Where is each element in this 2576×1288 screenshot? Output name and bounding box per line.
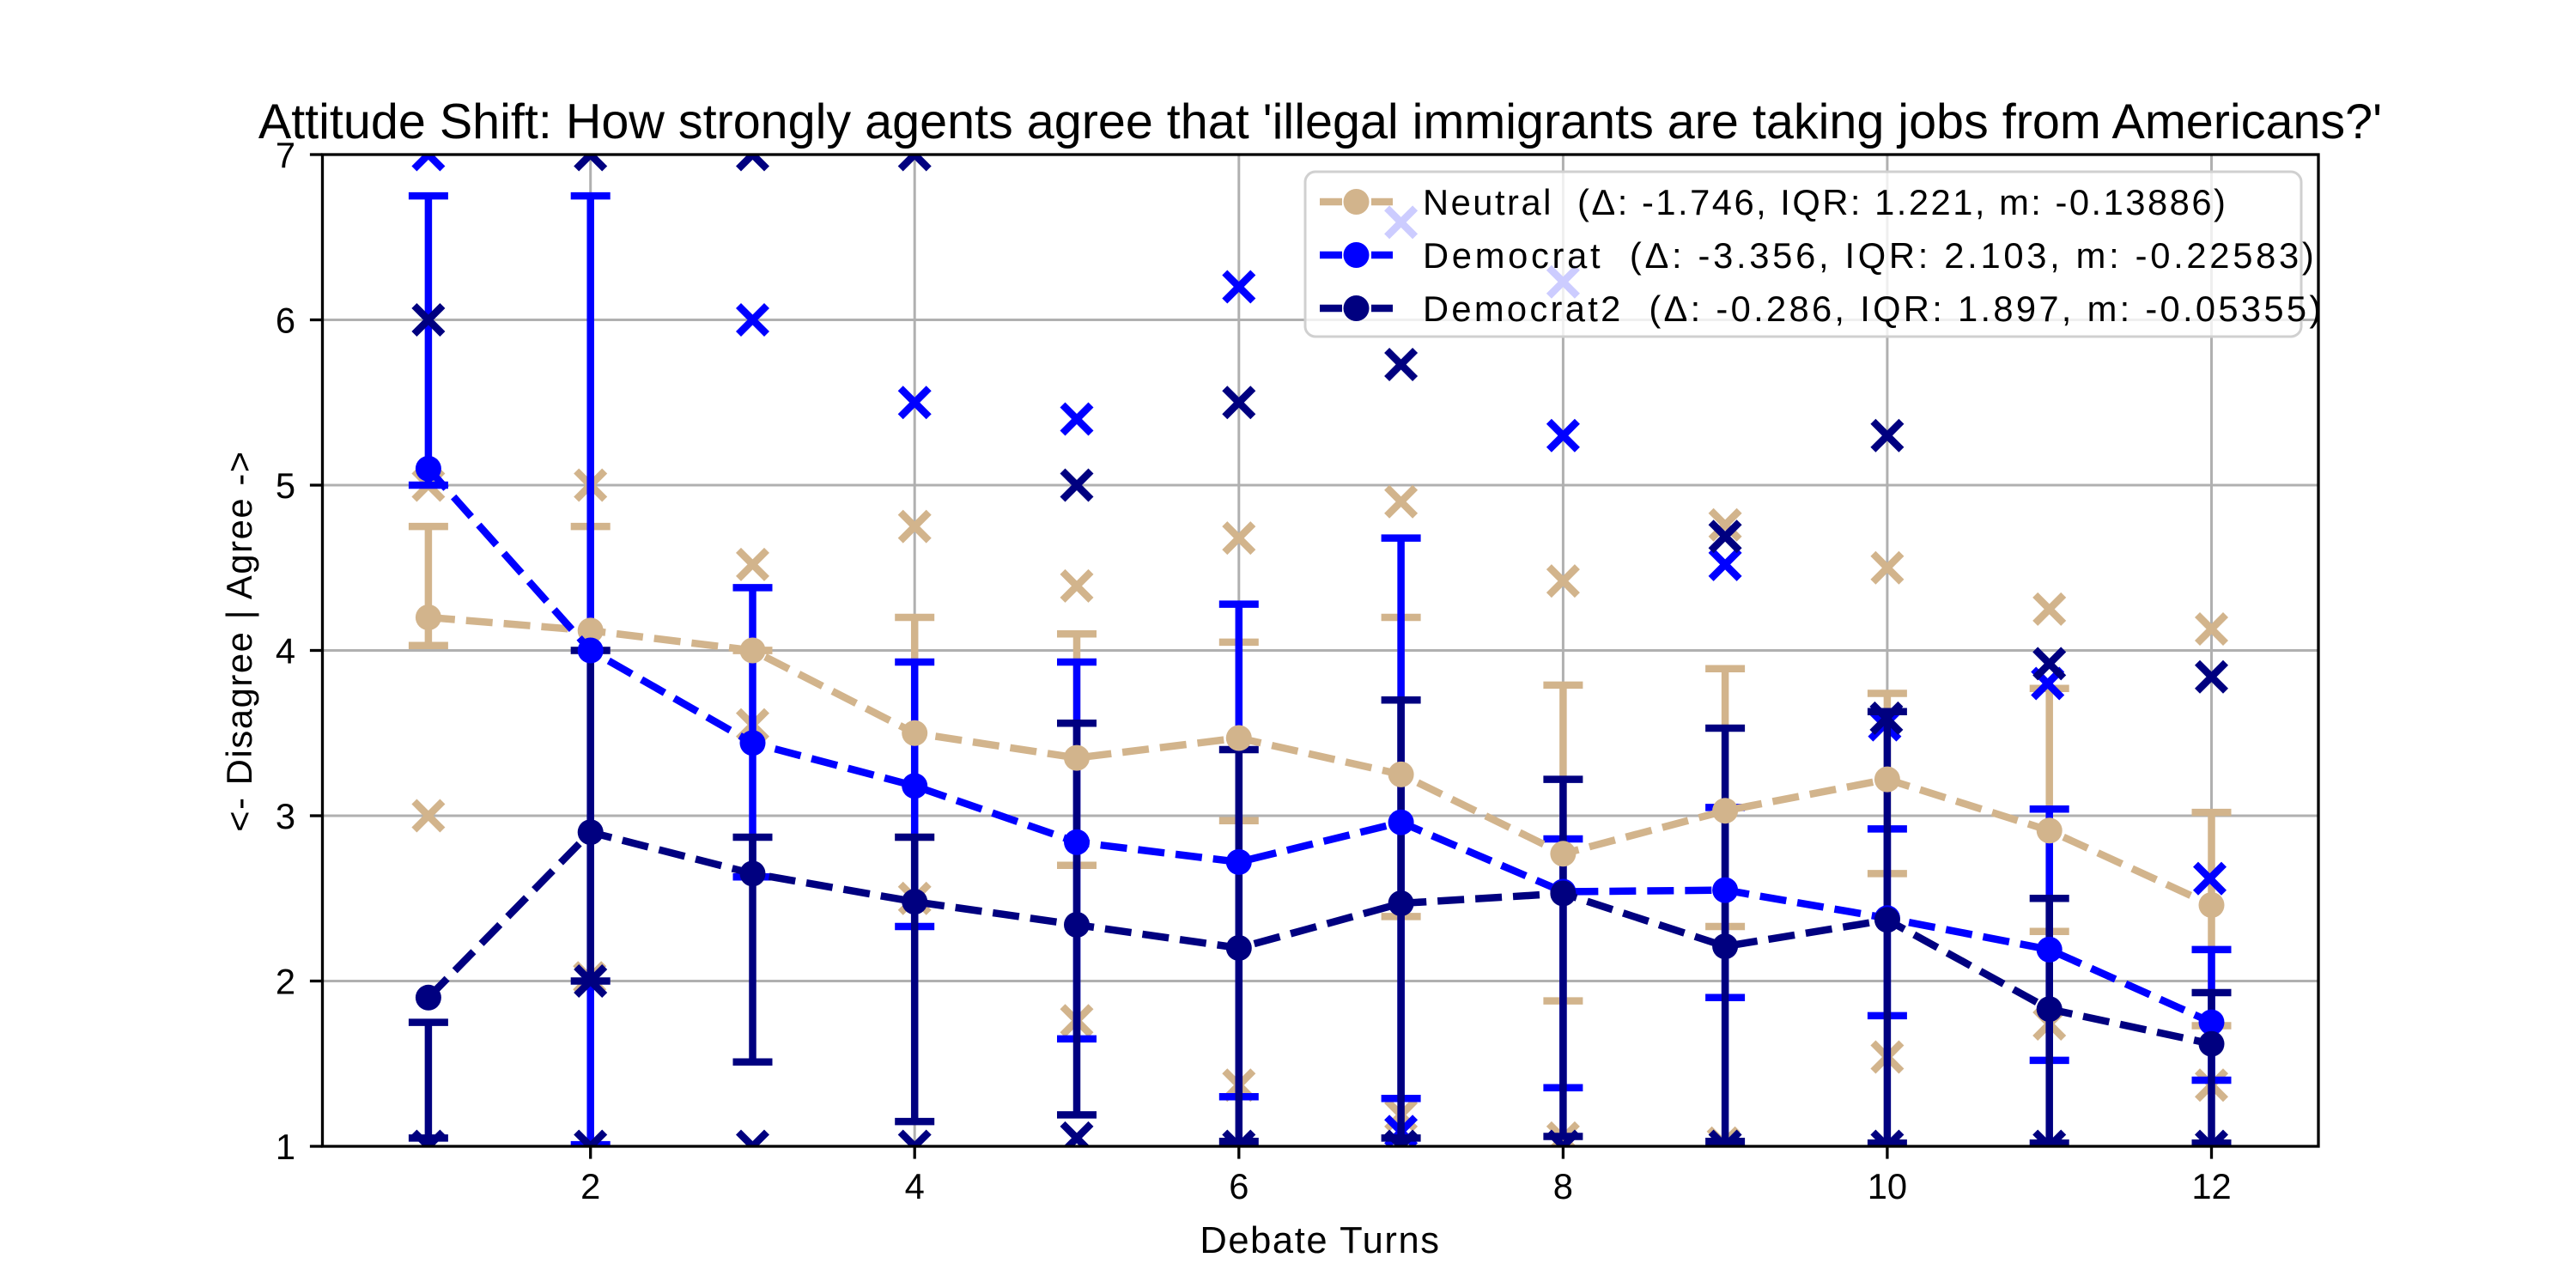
svg-text:6: 6 xyxy=(1229,1166,1249,1206)
svg-text:2: 2 xyxy=(580,1166,600,1206)
svg-text:3: 3 xyxy=(276,796,295,836)
svg-text:Debate Turns: Debate Turns xyxy=(1200,1220,1440,1261)
svg-text:Democrat (Δ: -3.356, IQR: 2.1: Democrat (Δ: -3.356, IQR: 2.103, m: -0.2… xyxy=(1423,235,2317,276)
svg-text:6: 6 xyxy=(276,301,295,341)
svg-text:4: 4 xyxy=(276,631,295,671)
svg-text:4: 4 xyxy=(905,1166,925,1206)
svg-text:1: 1 xyxy=(276,1127,295,1167)
svg-text:Neutral (Δ: -1.746, IQR: 1.22: Neutral (Δ: -1.746, IQR: 1.221, m: -0.13… xyxy=(1423,182,2227,222)
svg-text:<- Disagree | Agree ->: <- Disagree | Agree -> xyxy=(219,450,259,832)
svg-text:7: 7 xyxy=(276,135,295,175)
svg-text:8: 8 xyxy=(1553,1166,1573,1206)
svg-text:Democrat2 (Δ: -0.286, IQR: 1.: Democrat2 (Δ: -0.286, IQR: 1.897, m: -0.… xyxy=(1423,289,2324,329)
svg-text:Attitude Shift: How strongly a: Attitude Shift: How strongly agents agre… xyxy=(258,94,2382,149)
svg-text:5: 5 xyxy=(276,465,295,506)
svg-text:10: 10 xyxy=(1868,1166,1907,1206)
svg-text:12: 12 xyxy=(2191,1166,2231,1206)
svg-text:2: 2 xyxy=(276,962,295,1002)
